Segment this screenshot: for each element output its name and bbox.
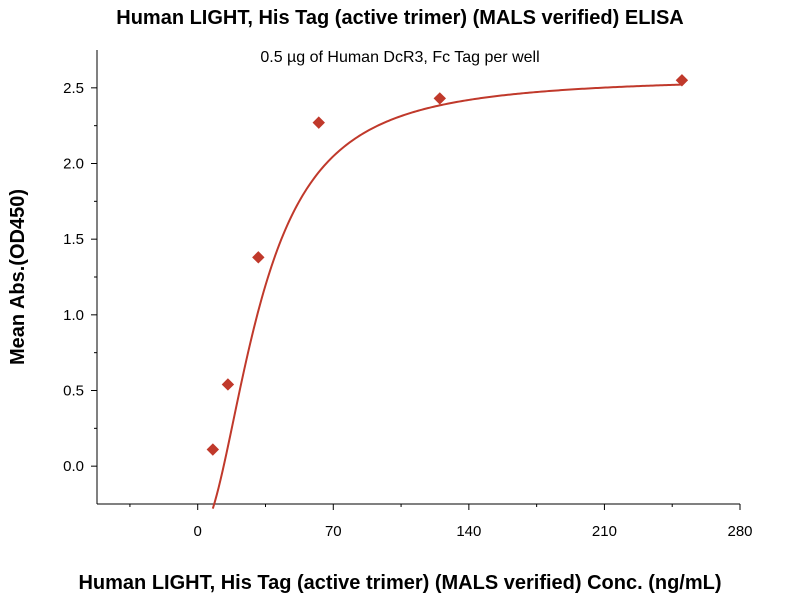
y-tick-label: 2.5 (63, 80, 84, 97)
data-point (433, 92, 447, 105)
x-tick-label: 280 (727, 523, 752, 540)
chart-title: Human LIGHT, His Tag (active trimer) (MA… (116, 7, 684, 29)
chart-subtitle: 0.5 µg of Human DcR3, Fc Tag per well (260, 49, 539, 66)
data-points (206, 74, 689, 456)
axes (96, 50, 740, 505)
data-point (252, 251, 265, 264)
x-tick-label: 210 (592, 523, 617, 540)
fit-curve-line (211, 83, 682, 509)
y-tick-label: 0.0 (63, 458, 84, 475)
y-tick-label: 1.0 (63, 307, 84, 324)
x-axis-label: Human LIGHT, His Tag (active trimer) (MA… (78, 572, 721, 594)
y-axis-label: Mean Abs.(OD450) (7, 189, 29, 365)
y-tick-label: 2.0 (63, 156, 84, 173)
y-tick-label: 0.5 (63, 383, 84, 400)
data-point (312, 116, 325, 129)
fit-curve (211, 83, 682, 509)
data-point (675, 74, 689, 87)
y-tick-label: 1.5 (63, 231, 84, 248)
x-tick-label: 70 (325, 523, 342, 540)
data-point (221, 378, 235, 391)
y-ticks: 0.0 0.5 1.0 1.5 2.0 2.5 (63, 80, 97, 475)
x-tick-label: 140 (456, 523, 481, 540)
x-ticks: 0 70 140 210 280 (129, 504, 753, 540)
data-point (206, 443, 220, 456)
x-tick-label: 0 (194, 523, 202, 540)
